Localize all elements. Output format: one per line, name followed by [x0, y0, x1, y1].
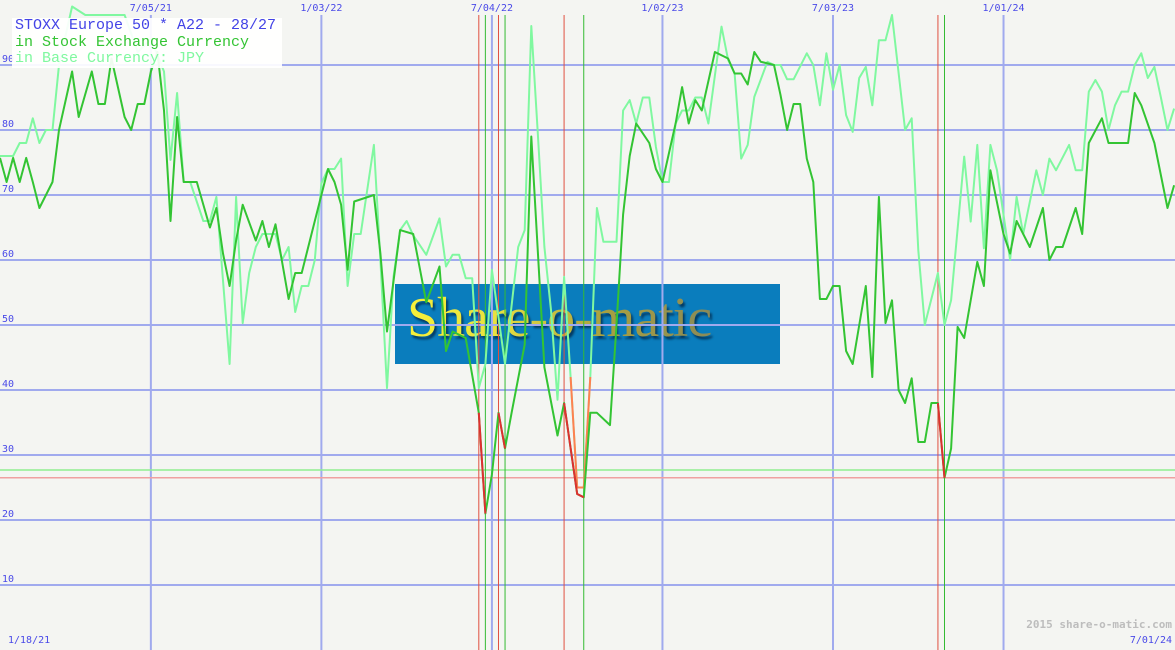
legend-series-base-currency: in Base Currency: JPY	[15, 50, 205, 67]
start-date-label: 1/18/21	[8, 635, 51, 646]
series-base-currency	[0, 5, 1175, 489]
series-line	[0, 51, 1175, 515]
series-line	[0, 5, 1175, 489]
y-tick-label: 80	[2, 119, 14, 130]
x-tick-label: 1/01/24	[982, 3, 1024, 14]
y-tick-label: 30	[2, 444, 14, 455]
x-tick-label: 7/05/21	[130, 3, 172, 14]
highlight-segment	[569, 376, 592, 489]
y-tick-label: 50	[2, 314, 14, 325]
highlight-segment	[936, 402, 946, 478]
y-tick-label: 90	[2, 54, 14, 65]
y-tick-label: 70	[2, 184, 14, 195]
x-tick-label: 1/02/23	[641, 3, 683, 14]
x-tick-label: 7/03/23	[812, 3, 854, 14]
highlight-segment	[477, 412, 487, 514]
legend-title: STOXX Europe 50 * A22 - 28/27	[15, 17, 277, 34]
highlight-segment	[563, 402, 585, 499]
y-tick-label: 40	[2, 379, 14, 390]
end-date-label: 7/01/24	[1129, 635, 1172, 646]
legend: STOXX Europe 50 * A22 - 28/27 in Stock E…	[12, 17, 282, 68]
x-tick-label: 7/04/22	[471, 3, 513, 14]
copyright-text: 2015 share-o-matic.com	[1026, 618, 1172, 631]
y-tick-label: 10	[2, 574, 14, 585]
y-tick-label: 20	[2, 509, 14, 520]
logo-lettering: Share-o-matic	[407, 287, 712, 349]
x-tick-label: 1/03/22	[300, 3, 342, 14]
y-tick-label: 60	[2, 249, 14, 260]
series-stock-currency	[0, 51, 1175, 515]
legend-series-stock-currency: in Stock Exchange Currency	[15, 33, 250, 51]
highlight-segment	[497, 412, 506, 449]
